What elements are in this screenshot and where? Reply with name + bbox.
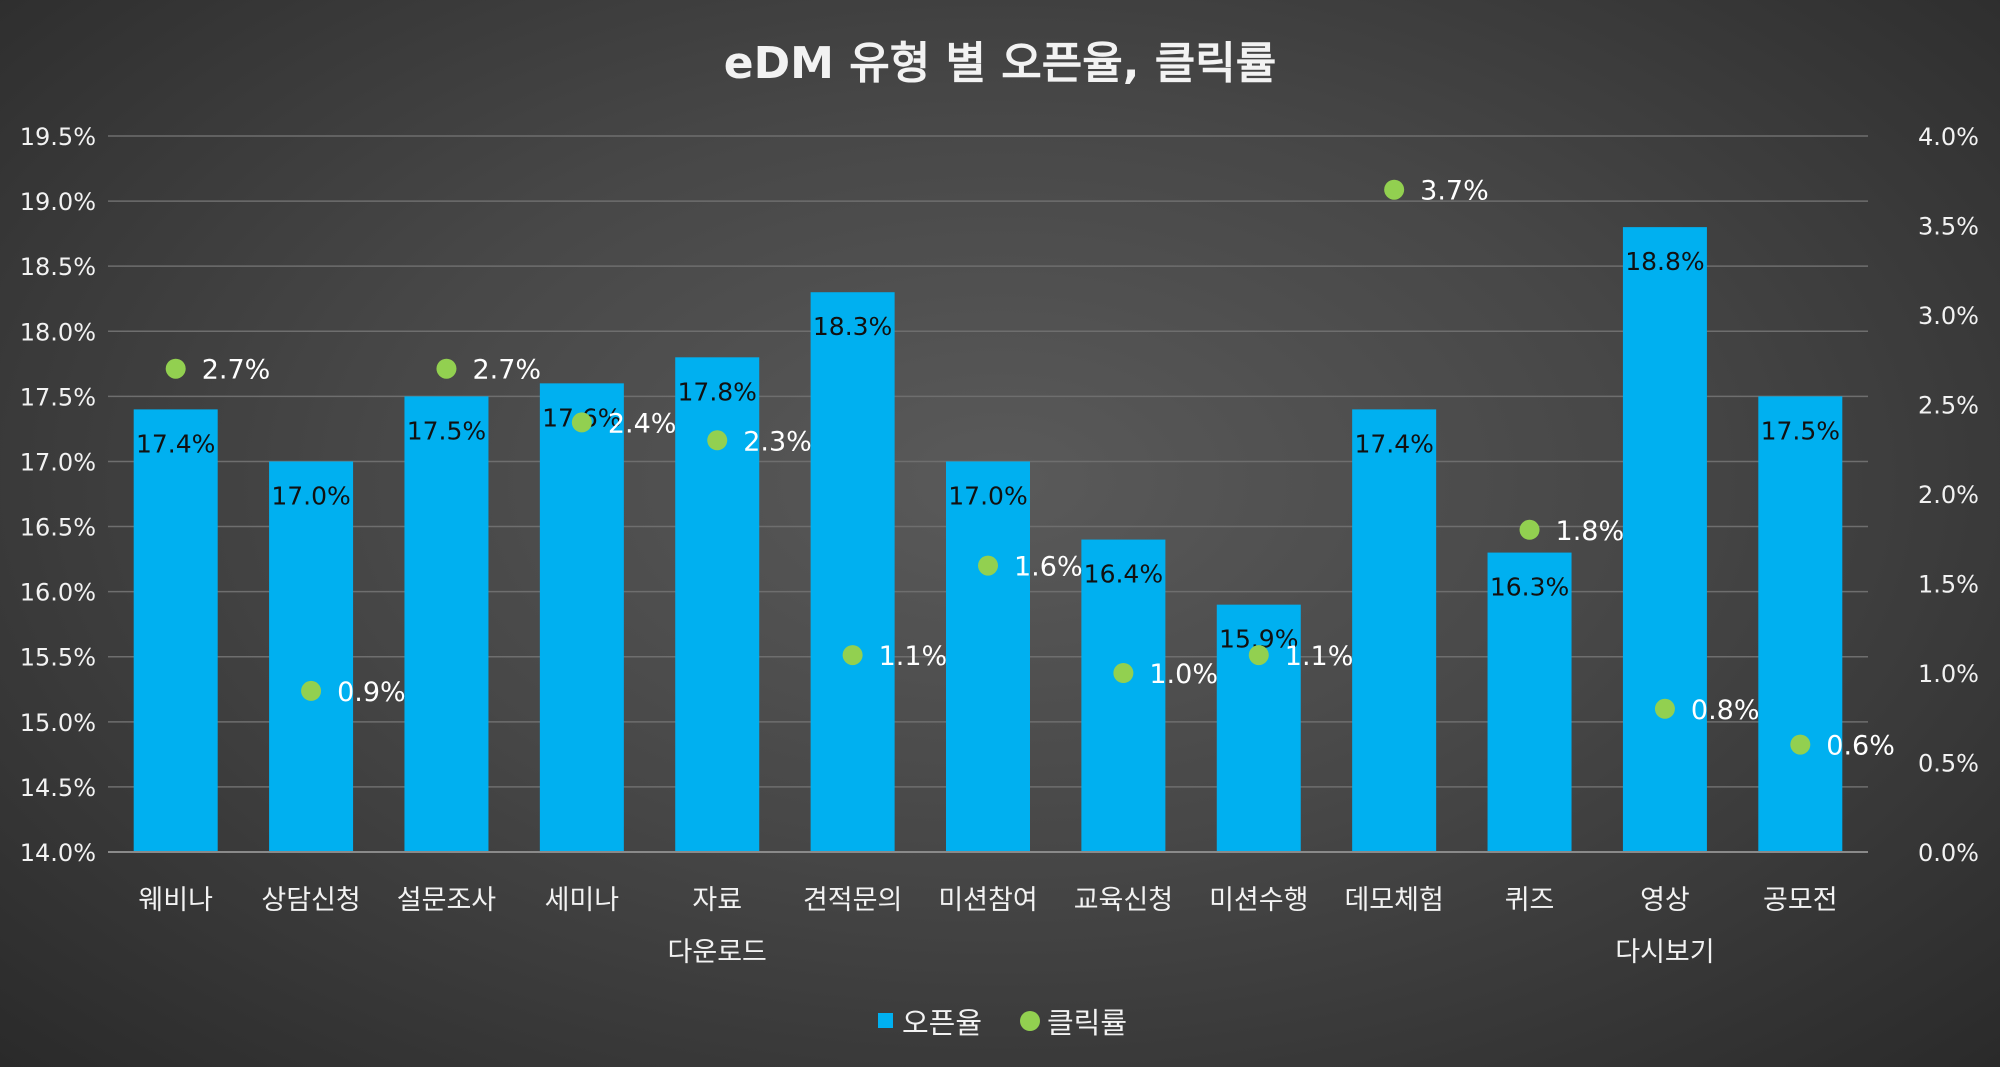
bar <box>1758 396 1843 852</box>
category-label: 자료 <box>692 885 742 916</box>
bar <box>1352 409 1437 852</box>
category-label: 상담신청 <box>261 885 360 916</box>
y-right-tick-label: 4.0% <box>1918 123 1979 151</box>
dot-data-label: 0.9% <box>337 677 406 708</box>
dot-data-label: 1.1% <box>879 641 948 672</box>
dot-data-label: 1.6% <box>1014 552 1083 583</box>
y-right-tick-label: 2.0% <box>1918 481 1979 509</box>
click-rate-dot <box>436 358 457 379</box>
y-left-tick-label: 15.0% <box>20 709 96 737</box>
click-rate-dot <box>571 412 592 433</box>
bar-data-label: 17.0% <box>271 481 350 510</box>
chart-title: eDM 유형 별 오픈율, 클릭률 <box>724 38 1276 89</box>
category-label: 공모전 <box>1763 885 1838 916</box>
y-right-tick-label: 0.0% <box>1918 839 1979 867</box>
category-label: 데모체험 <box>1344 885 1443 916</box>
legend-bar-label: 오픈율 <box>902 1006 982 1040</box>
dot-data-label: 1.0% <box>1149 659 1218 690</box>
bar <box>1622 227 1707 853</box>
legend-dot-label: 클릭률 <box>1047 1006 1127 1040</box>
click-rate-dot <box>1113 663 1134 683</box>
bar-data-label: 17.5% <box>1761 416 1840 445</box>
bar <box>1081 539 1166 852</box>
y-right-tick-label: 3.0% <box>1918 302 1979 330</box>
click-rate-dot <box>165 358 186 379</box>
dot-data-label: 2.3% <box>743 426 812 457</box>
category-label: 견적문의 <box>803 885 902 916</box>
dot-data-label: 1.1% <box>1285 641 1354 672</box>
click-rate-dot <box>1384 179 1405 200</box>
category-label: 다시보기 <box>1615 937 1714 968</box>
y-left-tick-label: 16.5% <box>20 514 96 542</box>
legend-bar-swatch <box>878 1013 893 1028</box>
dot-data-label: 0.8% <box>1691 695 1760 726</box>
category-label: 영상 <box>1640 885 1690 916</box>
click-rate-dot <box>1519 519 1540 540</box>
dot-data-label: 0.6% <box>1826 731 1895 762</box>
y-left-tick-label: 18.0% <box>20 318 96 346</box>
bar-data-label: 16.3% <box>1490 573 1569 602</box>
click-rate-dot <box>842 645 863 666</box>
bar <box>539 383 624 852</box>
category-label: 웨비나 <box>138 885 213 916</box>
y-right-tick-label: 1.5% <box>1918 571 1979 599</box>
y-left-tick-label: 16.0% <box>20 579 96 607</box>
bar-data-label: 18.3% <box>813 312 892 341</box>
bar <box>946 461 1030 852</box>
category-label: 교육신청 <box>1074 885 1173 916</box>
dot-data-label: 3.7% <box>1420 176 1489 207</box>
click-rate-dot <box>1790 734 1811 755</box>
y-left-tick-label: 19.5% <box>20 123 96 151</box>
dot-data-label: 2.4% <box>608 408 677 439</box>
bar-data-label: 16.4% <box>1084 560 1163 589</box>
y-left-tick-label: 18.5% <box>20 253 96 281</box>
y-right-tick-label: 1.0% <box>1918 660 1979 688</box>
category-label: 세미나 <box>545 885 620 916</box>
dot-data-label: 2.7% <box>202 355 271 386</box>
category-label: 퀴즈 <box>1505 885 1555 916</box>
bar <box>1487 552 1572 852</box>
click-rate-dot <box>978 555 998 576</box>
dot-layer: 2.7% 0.9% 2.7% 2.4% 2.3% 1.1% 1.6% 1.0% 1.1% 3.7%… <box>165 176 1895 762</box>
dot-data-label: 2.7% <box>472 355 541 386</box>
bar-data-label: 17.5% <box>407 416 486 445</box>
bar <box>133 409 218 852</box>
bar <box>810 292 895 853</box>
category-label: 미션수행 <box>1209 885 1308 916</box>
dot-data-label: 1.8% <box>1556 516 1625 547</box>
bar <box>404 396 489 852</box>
bar-data-label: 17.0% <box>948 481 1027 510</box>
legend: 오픈율 클릭률 <box>878 1006 1127 1040</box>
bar-data-label: 18.8% <box>1625 247 1704 276</box>
click-rate-dot <box>1654 698 1675 719</box>
y-left-tick-label: 14.0% <box>20 839 96 867</box>
y-left-tick-label: 15.5% <box>20 644 96 672</box>
category-label: 미션참여 <box>938 885 1037 916</box>
bar-layer: 17.4%17.0%17.5%17.6%17.8%18.3%17.0%16.4%… <box>133 227 1843 853</box>
axis-layer: 14.0% 14.5% 15.0% 15.5% 16.0% 16.5% 17.0% 17.5%… <box>20 123 1979 968</box>
y-left-tick-label: 19.0% <box>20 188 96 216</box>
y-left-tick-label: 17.0% <box>20 448 96 476</box>
category-label: 다운로드 <box>668 937 767 968</box>
category-label: 설문조사 <box>397 885 497 916</box>
bar-data-label: 17.4% <box>136 429 215 458</box>
bar-data-label: 17.8% <box>678 377 757 406</box>
y-left-tick-label: 17.5% <box>20 383 96 411</box>
click-rate-dot <box>1248 645 1269 666</box>
bar <box>269 461 354 852</box>
click-rate-dot <box>301 680 322 701</box>
y-right-tick-label: 0.5% <box>1918 750 1979 778</box>
legend-dot-swatch <box>1020 1011 1040 1031</box>
y-right-tick-label: 2.5% <box>1918 392 1979 420</box>
y-left-tick-label: 14.5% <box>20 774 96 802</box>
click-rate-dot <box>707 430 728 451</box>
y-right-tick-label: 3.5% <box>1918 213 1979 241</box>
bar-data-label: 17.4% <box>1354 429 1433 458</box>
